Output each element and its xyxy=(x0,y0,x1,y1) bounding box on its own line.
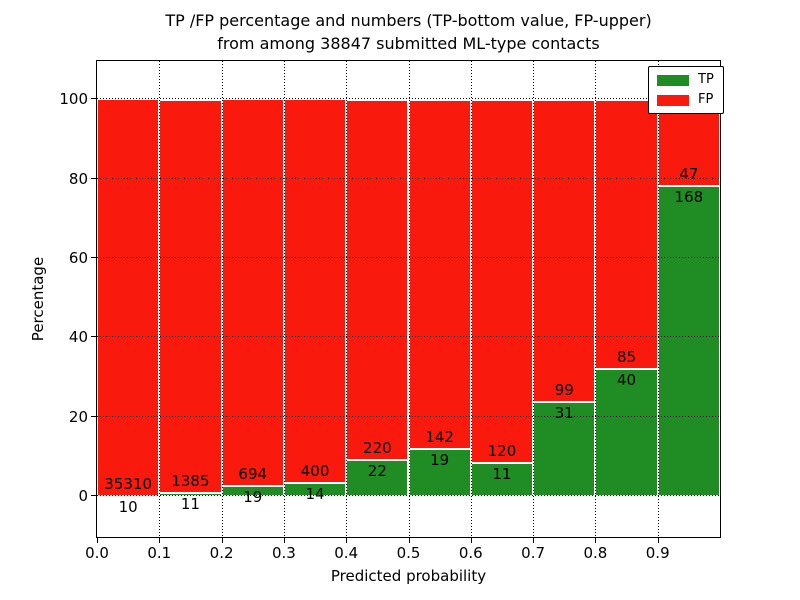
x-tick-label: 0.8 xyxy=(583,544,608,562)
bar-segment-fp xyxy=(595,99,658,370)
x-tick-mark xyxy=(533,538,535,543)
x-gridline xyxy=(283,61,285,537)
fp-count-label: 694 xyxy=(238,464,268,483)
chart-title-line1: TP /FP percentage and numbers (TP-bottom… xyxy=(165,11,652,30)
tp-count-label: 11 xyxy=(492,464,512,483)
bar-segment-tp xyxy=(657,186,720,497)
tp-count-label: 22 xyxy=(367,462,387,481)
x-tick-label: 0.1 xyxy=(147,544,172,562)
chart-title: TP /FP percentage and numbers (TP-bottom… xyxy=(96,9,721,55)
x-tick-mark xyxy=(657,538,659,543)
x-tick-mark xyxy=(221,538,223,543)
x-tick-label: 0.5 xyxy=(396,544,421,562)
y-tick-mark xyxy=(91,415,96,417)
tp-count-label: 40 xyxy=(617,371,637,390)
tp-count-label: 19 xyxy=(430,451,450,470)
tp-count-label: 19 xyxy=(243,487,263,506)
bar-segment-fp xyxy=(97,99,160,497)
bar-segment-tp xyxy=(470,462,534,497)
y-tick-label: 0 xyxy=(78,487,88,506)
y-tick-label: 100 xyxy=(59,90,88,109)
y-tick-label: 40 xyxy=(68,328,88,347)
tp-count-label: 31 xyxy=(554,403,574,422)
fp-count-label: 142 xyxy=(425,428,454,447)
legend-item-fp: FP xyxy=(657,93,714,107)
x-gridline xyxy=(657,61,659,537)
y-tick-mark xyxy=(91,257,96,259)
bar-segment-tp xyxy=(408,449,471,497)
bar-segment-fp xyxy=(408,99,471,450)
x-gridline xyxy=(470,61,472,537)
x-tick-mark xyxy=(595,538,597,543)
legend: TP FP xyxy=(648,66,724,114)
bar-segment-tp xyxy=(533,401,596,497)
fp-count-label: 120 xyxy=(487,441,517,460)
x-tick-label: 0.2 xyxy=(209,544,234,562)
bar-segment-tp xyxy=(595,369,658,497)
fp-count-label: 220 xyxy=(363,439,392,458)
tp-count-label: 10 xyxy=(118,498,138,517)
x-tick-mark xyxy=(283,538,285,543)
bar-segment-fp xyxy=(533,99,596,402)
bar-segment-fp xyxy=(470,99,534,463)
y-tick-mark xyxy=(91,495,96,497)
x-tick-label: 0.7 xyxy=(521,544,546,562)
bar-segment-fp xyxy=(221,99,284,486)
tp-count-label: 14 xyxy=(305,484,325,503)
x-tick-mark xyxy=(97,538,98,543)
y-tick-label: 60 xyxy=(68,249,88,268)
x-tick-mark xyxy=(159,538,161,543)
chart-title-line2: from among 38847 submitted ML-type conta… xyxy=(217,34,600,53)
x-gridline xyxy=(346,61,348,537)
bar-segment-fp xyxy=(283,99,347,483)
bar-segment-fp xyxy=(159,99,222,494)
x-tick-label: 0.6 xyxy=(458,544,483,562)
x-gridline xyxy=(221,61,223,537)
x-tick-label: 0.9 xyxy=(645,544,670,562)
x-gridline xyxy=(159,61,161,537)
x-tick-mark xyxy=(470,538,472,543)
x-tick-label: 0.0 xyxy=(85,544,109,562)
y-tick-mark xyxy=(91,98,96,100)
fp-color-swatch xyxy=(657,94,689,106)
fp-count-label: 99 xyxy=(554,380,574,399)
x-axis-label: Predicted probability xyxy=(330,567,487,585)
x-tick-mark xyxy=(408,538,410,543)
fp-count-label: 1385 xyxy=(171,472,210,491)
fp-count-label: 47 xyxy=(679,165,699,184)
x-gridline xyxy=(408,61,410,537)
bar-segment-tp xyxy=(346,460,409,497)
legend-label-fp: FP xyxy=(698,92,714,107)
x-gridline xyxy=(595,61,597,537)
fp-count-label: 35310 xyxy=(104,475,152,494)
tp-count-label: 11 xyxy=(180,495,200,514)
y-tick-mark xyxy=(91,336,96,338)
bar-segment-fp xyxy=(346,99,409,461)
fp-count-label: 85 xyxy=(617,348,637,367)
tp-color-swatch xyxy=(657,74,689,86)
x-gridline xyxy=(533,61,535,537)
y-tick-label: 20 xyxy=(68,407,88,426)
x-tick-label: 0.4 xyxy=(334,544,359,562)
tp-count-label: 168 xyxy=(674,188,704,207)
x-tick-label: 0.3 xyxy=(271,544,296,562)
y-tick-mark xyxy=(91,177,96,179)
legend-item-tp: TP xyxy=(657,73,714,87)
y-tick-label: 80 xyxy=(68,169,88,188)
x-tick-mark xyxy=(346,538,348,543)
legend-label-tp: TP xyxy=(698,72,714,87)
fp-count-label: 400 xyxy=(300,461,330,480)
plot-area: 35310 10 1385 11 694 19 400 14 220 22 142 19 120 11 99… xyxy=(96,60,721,538)
